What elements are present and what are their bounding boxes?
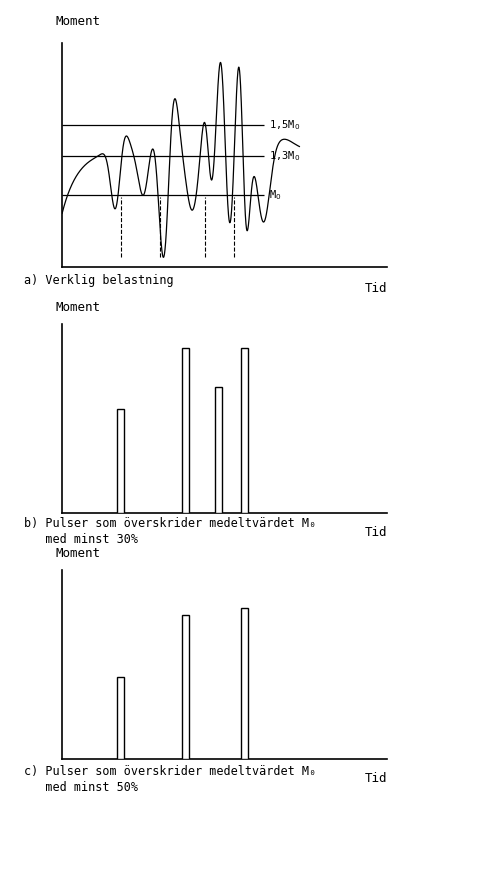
Text: M$_0$: M$_0$ xyxy=(269,188,281,202)
Text: 1,3M$_0$: 1,3M$_0$ xyxy=(269,149,300,162)
Text: Moment: Moment xyxy=(55,15,101,28)
Text: Moment: Moment xyxy=(55,546,101,559)
Bar xyxy=(215,388,222,514)
Text: Tid: Tid xyxy=(365,771,387,784)
Bar xyxy=(182,615,189,759)
Bar xyxy=(182,349,189,514)
Bar xyxy=(117,409,124,514)
Text: med minst 30%: med minst 30% xyxy=(24,533,138,545)
Text: c) Pulser som överskrider medeltvärdet M₀: c) Pulser som överskrider medeltvärdet M… xyxy=(24,765,316,777)
Text: Moment: Moment xyxy=(55,300,101,313)
Text: 1,5M$_0$: 1,5M$_0$ xyxy=(269,118,300,132)
Text: a) Verklig belastning: a) Verklig belastning xyxy=(24,274,174,286)
Text: Tid: Tid xyxy=(365,281,387,294)
Text: Tid: Tid xyxy=(365,525,387,538)
Text: b) Pulser som överskrider medeltvärdet M₀: b) Pulser som överskrider medeltvärdet M… xyxy=(24,517,316,529)
Bar xyxy=(117,677,124,759)
Text: med minst 50%: med minst 50% xyxy=(24,781,138,793)
Bar xyxy=(240,349,248,514)
Bar xyxy=(240,608,248,759)
